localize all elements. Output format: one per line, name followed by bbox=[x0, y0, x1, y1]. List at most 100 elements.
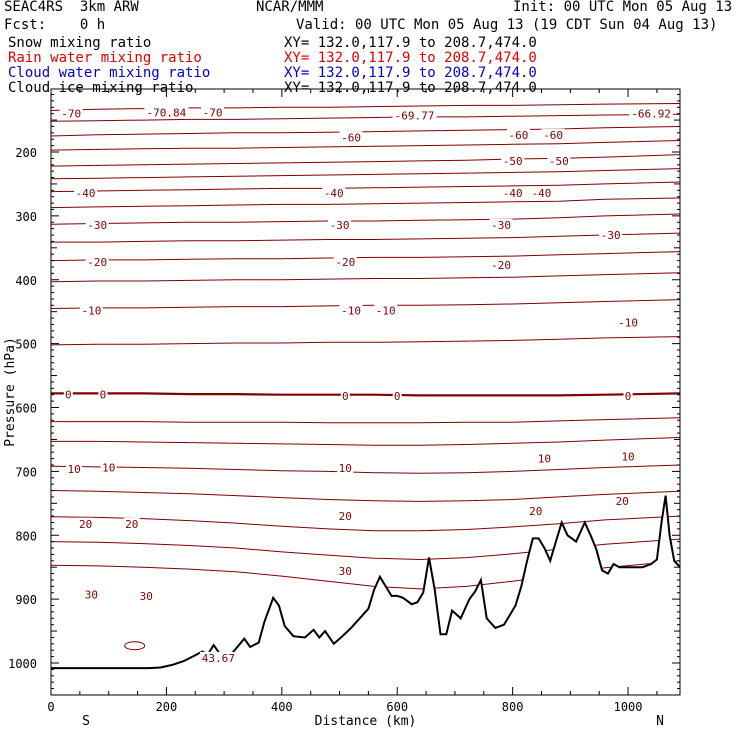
contour-label-bg bbox=[340, 390, 350, 403]
contour-label: -30 bbox=[330, 219, 350, 232]
contour-label-bg bbox=[74, 186, 98, 199]
y-tick-label: 500 bbox=[15, 338, 37, 352]
contour-label: -70 bbox=[61, 108, 81, 121]
isotherm-line bbox=[50, 464, 681, 474]
contour-label-bg bbox=[77, 517, 94, 530]
contour-label-bg bbox=[337, 462, 354, 475]
contour-label-bg bbox=[620, 450, 637, 463]
contour-label: 10 bbox=[67, 463, 80, 476]
contour-label: 20 bbox=[79, 518, 92, 531]
contour-label: 0 bbox=[100, 389, 107, 402]
contour-label: 20 bbox=[125, 518, 138, 531]
isotherm-line bbox=[51, 392, 681, 397]
contour-label: -40 bbox=[503, 187, 523, 200]
contour-label-bg bbox=[201, 106, 225, 119]
isotherm-line bbox=[50, 299, 681, 309]
contour-label-bg bbox=[85, 218, 109, 231]
contour-label: 30 bbox=[140, 590, 153, 603]
contour-label-bg bbox=[138, 589, 155, 602]
contour-label-bg bbox=[199, 651, 237, 664]
institution-label: NCAR/MMM bbox=[256, 0, 324, 15]
contour-label: 0 bbox=[394, 390, 401, 403]
contour-label: -40 bbox=[324, 187, 344, 200]
contour-label: -40 bbox=[76, 187, 96, 200]
contour-label-bg bbox=[547, 154, 571, 167]
contour-label-bg bbox=[392, 390, 402, 403]
contour-label: -66.92 bbox=[631, 108, 671, 121]
contour-label: -20 bbox=[335, 256, 355, 269]
isotherm-line bbox=[50, 515, 681, 532]
field-xy-cloud-water: XY= 132.0,117.9 to 208.7,474.0 bbox=[284, 65, 537, 81]
terrain-mask bbox=[51, 495, 680, 695]
contour-label: -50 bbox=[503, 155, 523, 168]
isotherm-line bbox=[50, 213, 681, 225]
init-time: Init: 00 UTC Mon 05 Aug 13 bbox=[513, 0, 733, 15]
contour-label: 43.67 bbox=[202, 652, 235, 665]
contour-label-bg bbox=[339, 304, 363, 317]
contour-label: -10 bbox=[618, 317, 638, 330]
isotherm-line bbox=[50, 168, 681, 180]
isotherm-line bbox=[50, 251, 681, 262]
y-tick-label: 300 bbox=[15, 210, 37, 224]
contour-label-bg bbox=[59, 107, 83, 120]
contour-label: 30 bbox=[85, 589, 98, 602]
contour-label: -60 bbox=[508, 129, 528, 142]
y-tick-label: 400 bbox=[15, 274, 37, 288]
field-xy-cloud-ice: XY= 132.0,117.9 to 208.7,474.0 bbox=[284, 80, 537, 96]
y-tick-label: 800 bbox=[15, 529, 37, 543]
contour-label: 10 bbox=[538, 453, 551, 466]
isotherm-line bbox=[50, 181, 681, 193]
field-label-rain: Rain water mixing ratio bbox=[8, 50, 202, 66]
contour-label: 0 bbox=[65, 389, 72, 402]
contour-label: -40 bbox=[532, 187, 552, 200]
isotherm-line bbox=[50, 490, 681, 502]
field-xy-rain: XY= 132.0,117.9 to 208.7,474.0 bbox=[284, 50, 537, 66]
contour-label: -30 bbox=[491, 219, 511, 232]
isotherm-line bbox=[51, 232, 681, 243]
contour-label-bg bbox=[629, 107, 674, 120]
field-label-snow: Snow mixing ratio bbox=[8, 35, 152, 51]
contour-label-bg bbox=[527, 504, 544, 517]
contour-label-bg bbox=[374, 304, 398, 317]
contour-label: 30 bbox=[339, 565, 352, 578]
isotherm-line bbox=[50, 140, 681, 151]
y-axis-title: Pressure (hPa) bbox=[3, 337, 18, 447]
y-tick-label: 1000 bbox=[8, 657, 37, 671]
closed-contour bbox=[124, 641, 146, 651]
contour-label: -50 bbox=[549, 155, 569, 168]
contour-label: -20 bbox=[491, 259, 511, 272]
y-tick-label: 900 bbox=[15, 593, 37, 607]
isotherm-line bbox=[50, 272, 681, 283]
contour-label-bg bbox=[337, 565, 354, 578]
y-tick-label: 200 bbox=[15, 146, 37, 160]
contour-label-bg bbox=[100, 461, 117, 474]
forecast-hour: Fcst: 0 h bbox=[4, 17, 106, 33]
contour-label: 0 bbox=[625, 390, 632, 403]
contour-label: -60 bbox=[543, 129, 563, 142]
isotherm-line bbox=[51, 437, 681, 446]
contour-label: 0 bbox=[342, 390, 349, 403]
isotherm-line bbox=[50, 154, 681, 167]
contour-label-bg bbox=[392, 109, 437, 122]
isotherm-group bbox=[50, 103, 681, 590]
contour-label: 20 bbox=[339, 510, 352, 523]
isotherm-line bbox=[51, 417, 681, 424]
x-endpoint-left: S bbox=[82, 714, 90, 729]
valid-time: Valid: 00 UTC Mon 05 Aug 13 (19 CDT Sun … bbox=[296, 17, 718, 33]
contour-label-bg bbox=[144, 106, 189, 119]
field-label-cloud-ice: Cloud ice mixing ratio bbox=[8, 80, 194, 96]
contour-label-bg bbox=[536, 452, 553, 465]
contour-label-bg bbox=[530, 186, 554, 199]
contour-label: -10 bbox=[376, 304, 396, 317]
contour-label-bg bbox=[83, 588, 100, 601]
contour-label-bg bbox=[599, 229, 623, 242]
contour-label-bg bbox=[541, 128, 565, 141]
contour-label-bg bbox=[63, 388, 73, 401]
contour-label-bg bbox=[623, 390, 633, 403]
contour-label-bg bbox=[333, 255, 357, 268]
x-axis-title: Distance (km) bbox=[315, 714, 417, 729]
contour-label: -30 bbox=[601, 229, 621, 242]
contour-label-bg bbox=[123, 517, 140, 530]
contour-label-bg bbox=[616, 316, 640, 329]
x-tick-label: 0 bbox=[47, 700, 54, 714]
